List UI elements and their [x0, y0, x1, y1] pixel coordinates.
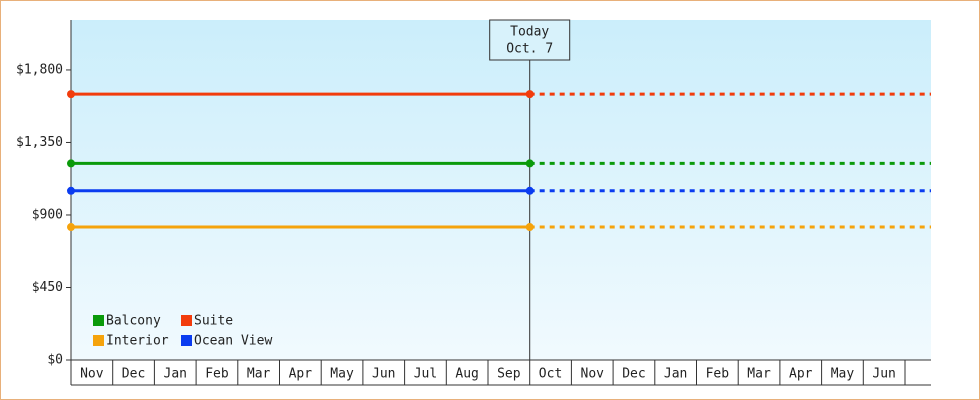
x-tick-label: Feb: [706, 367, 730, 382]
x-tick-label: Aug: [455, 367, 478, 382]
today-label: Today: [510, 25, 549, 40]
x-tick-label: Nov: [80, 367, 104, 382]
legend-swatch: [181, 315, 192, 326]
x-tick-label: Oct: [539, 367, 562, 382]
x-tick-label: Sep: [497, 367, 521, 382]
x-tick-label: May: [330, 367, 354, 382]
y-tick-label: $1,350: [16, 135, 63, 150]
legend-swatch: [93, 315, 104, 326]
x-tick-label: Feb: [205, 367, 229, 382]
x-tick-label: Nov: [581, 367, 605, 382]
legend-label: Interior: [106, 334, 169, 349]
x-tick-label: Jan: [664, 367, 687, 382]
y-tick-label: $1,800: [16, 62, 63, 77]
point: [67, 159, 75, 168]
legend-swatch: [181, 335, 192, 346]
point: [525, 186, 534, 195]
x-tick-label: Mar: [247, 367, 271, 382]
x-tick-label: Dec: [622, 367, 645, 382]
point: [525, 223, 534, 232]
legend-label: Ocean View: [194, 334, 272, 349]
point: [67, 90, 75, 99]
point: [525, 159, 534, 168]
x-tick-label: Jun: [372, 367, 395, 382]
x-tick-label: Jan: [164, 367, 187, 382]
legend-swatch: [93, 335, 104, 346]
x-tick-label: May: [831, 367, 855, 382]
point: [67, 223, 75, 232]
x-tick-label: Dec: [122, 367, 145, 382]
y-tick-label: $450: [32, 280, 63, 295]
x-tick-label: Jul: [414, 367, 437, 382]
x-tick-label: Mar: [747, 367, 771, 382]
x-tick-label: Apr: [789, 367, 813, 382]
y-tick-label: $0: [47, 353, 63, 368]
x-tick-label: Apr: [289, 367, 313, 382]
legend-label: Suite: [194, 314, 233, 329]
today-box: [489, 19, 571, 61]
y-tick-label: $900: [32, 207, 63, 222]
point: [525, 90, 534, 99]
x-tick-label: Jun: [872, 367, 895, 382]
point: [67, 186, 75, 195]
legend-label: Balcony: [106, 314, 161, 329]
today-label: Oct. 7: [506, 42, 553, 57]
